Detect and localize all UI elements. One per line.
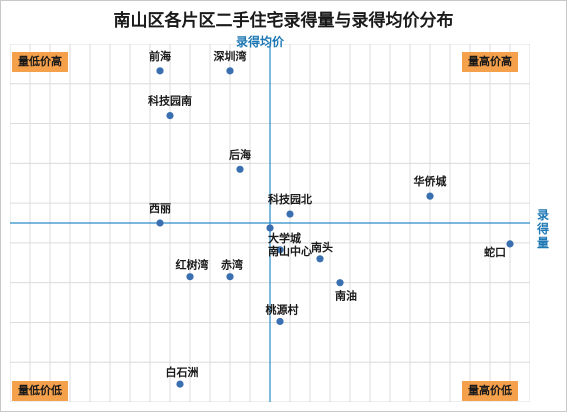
quadrant-label-bottom-left: 量低价低: [12, 381, 68, 401]
data-label: 科技园南: [148, 94, 192, 108]
data-point: [156, 67, 164, 75]
data-point: [176, 380, 184, 388]
data-point: [336, 279, 344, 287]
data-label: 前海: [149, 49, 171, 63]
data-label: 南山中心: [268, 244, 312, 258]
data-label: 赤湾: [221, 258, 243, 272]
quadrant-label-bottom-right: 量高价低: [462, 381, 518, 401]
data-label: 蛇口: [484, 245, 506, 259]
data-label: 白石洲: [166, 365, 199, 379]
quadrant-label-top-right: 量高价高: [462, 52, 518, 72]
data-point: [276, 246, 284, 254]
data-label: 后海: [229, 147, 251, 161]
data-label: 红树湾: [176, 258, 209, 272]
data-point: [286, 210, 294, 218]
data-label: 南油: [335, 289, 357, 303]
data-point: [316, 255, 324, 263]
data-point: [236, 165, 244, 173]
data-point: [266, 224, 274, 232]
data-label: 大学城: [268, 231, 301, 245]
x-axis-title: 录得量: [536, 208, 549, 250]
data-label: 南头: [311, 240, 333, 254]
data-point: [186, 273, 194, 281]
chart-title: 南山区各片区二手住宅录得量与录得均价分布: [113, 11, 454, 31]
data-point: [166, 112, 174, 120]
quadrant-label-top-left: 量低价高: [12, 52, 68, 72]
y-axis-title: 录得均价: [236, 35, 285, 49]
data-label: 西丽: [149, 202, 171, 215]
data-label: 深圳湾: [214, 49, 247, 63]
data-point: [156, 219, 164, 227]
data-point: [426, 192, 434, 200]
data-point: [506, 240, 514, 248]
data-point: [276, 317, 284, 326]
data-label: 华侨城: [414, 174, 447, 188]
data-label: 科技园北: [268, 192, 312, 206]
data-label: 桃源村: [266, 302, 299, 316]
data-point: [226, 67, 234, 75]
data-point: [226, 273, 234, 281]
